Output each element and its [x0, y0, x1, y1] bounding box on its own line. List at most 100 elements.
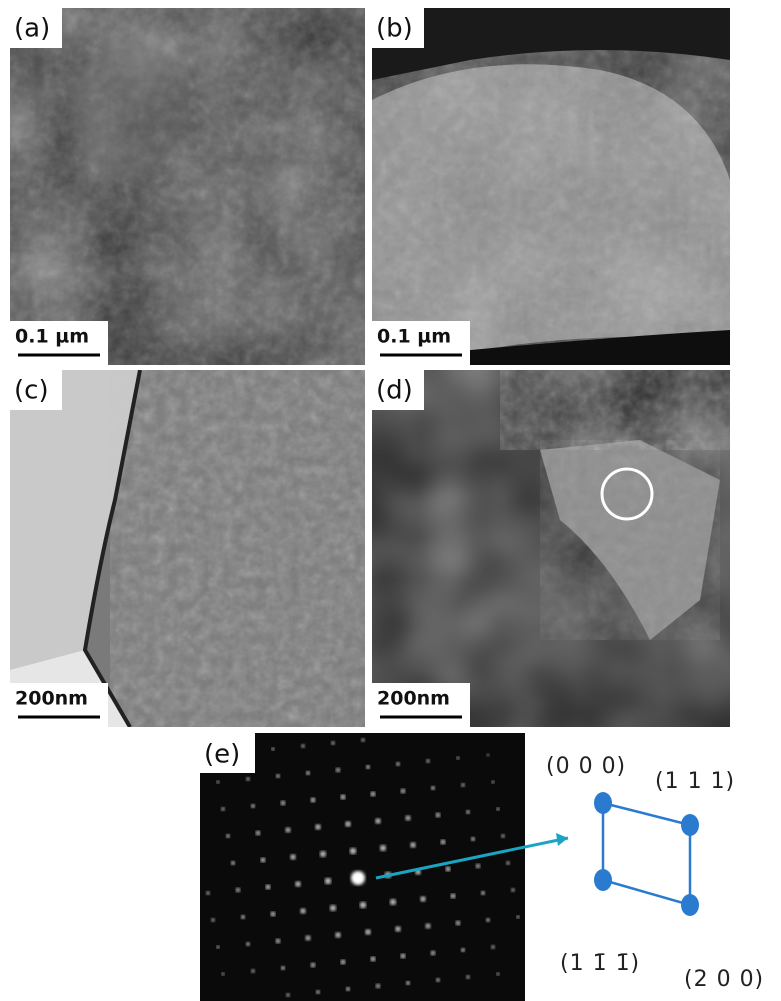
diffraction-spot	[276, 774, 280, 778]
diffraction-spot	[251, 804, 255, 808]
diffraction-spot	[390, 899, 396, 905]
diffraction-spot	[266, 885, 271, 890]
diffraction-spot	[471, 837, 475, 841]
panel-label: (e)	[204, 740, 240, 770]
micrograph-d	[372, 370, 730, 727]
diffraction-spot	[335, 932, 340, 937]
diffraction-spot	[481, 891, 485, 895]
diffraction-spot	[216, 780, 219, 783]
scale-bar-label: 0.1 µm	[377, 326, 451, 348]
diffraction-spot	[325, 878, 331, 884]
diffraction-spot	[261, 858, 266, 863]
diffraction-spot	[276, 939, 280, 943]
diffraction-spot	[425, 923, 430, 928]
diffraction-spot	[401, 954, 406, 959]
diffraction-spot	[491, 945, 495, 949]
diffraction-spot	[315, 824, 320, 829]
diffraction-spot	[231, 861, 235, 865]
figure: (0 0 0) (1 1 1) (1 1̄ 1̄) (2 0 0) (a) 0.1…	[0, 0, 781, 1001]
diffraction-spot	[281, 966, 285, 970]
diffraction-spot	[466, 810, 470, 814]
diffraction-spot	[492, 781, 495, 784]
diffraction-spot	[456, 756, 459, 759]
diffraction-spot	[236, 888, 240, 892]
diffraction-spot	[311, 798, 316, 803]
diffraction-spot	[406, 981, 410, 985]
diffraction-spot	[341, 795, 346, 800]
diffraction-spot	[341, 960, 346, 965]
index-label: (1 1 1)	[655, 769, 735, 794]
diffraction-spot	[361, 738, 364, 741]
diffraction-spot	[431, 786, 435, 790]
diffraction-spot	[396, 762, 400, 766]
panel-label: (b)	[376, 14, 413, 44]
spot	[594, 792, 612, 814]
diffraction-spot	[405, 815, 410, 820]
index-label: (2 0 0)	[684, 967, 764, 992]
diffraction-spot	[295, 881, 301, 887]
diffraction-spot	[501, 834, 504, 837]
diffraction-spot	[311, 963, 315, 967]
diffraction-spot	[506, 861, 510, 865]
micrograph-b	[372, 8, 730, 365]
spot	[681, 814, 699, 836]
diffraction-spot	[256, 831, 260, 835]
diffraction-spot	[316, 990, 320, 994]
diffraction-spot	[281, 801, 285, 805]
diffraction-spot	[221, 807, 225, 811]
diffraction-spot	[466, 975, 470, 979]
diffraction-spot	[486, 918, 490, 922]
diffraction-spot	[431, 951, 435, 955]
diffraction-spot	[271, 747, 274, 750]
diffraction-spot	[426, 759, 430, 763]
scale-bar-label: 200nm	[15, 688, 88, 710]
diffraction-spot	[461, 783, 465, 787]
diffraction-pattern	[200, 733, 525, 1001]
diffraction-spot	[320, 851, 326, 857]
diffraction-spot	[251, 969, 255, 973]
diffraction-spot	[211, 918, 214, 921]
diffraction-spot	[487, 754, 490, 757]
panel-label: (c)	[14, 376, 49, 406]
diffraction-spot	[511, 888, 514, 891]
diffraction-spot	[350, 848, 356, 854]
spot	[594, 869, 612, 891]
diffraction-spot	[246, 777, 250, 781]
spot	[681, 894, 699, 916]
diffraction-spot	[375, 818, 380, 823]
micrograph-a	[10, 8, 365, 365]
diffraction-spot	[436, 978, 440, 982]
diffraction-spot	[380, 845, 386, 851]
diffraction-spot	[371, 957, 376, 962]
unit-cell	[603, 803, 690, 905]
diffraction-spot	[306, 771, 310, 775]
diffraction-spot	[456, 921, 460, 925]
diffraction-spot	[336, 768, 340, 772]
diffraction-spot	[360, 902, 366, 908]
diffraction-spot	[420, 896, 425, 901]
diffraction-spot	[476, 864, 480, 868]
diffraction-spot	[241, 915, 245, 919]
diffraction-spot	[376, 984, 380, 988]
diffraction-spot	[300, 908, 305, 913]
diffraction-spot	[441, 840, 446, 845]
diffraction-spot	[401, 789, 405, 793]
diffraction-spot	[351, 871, 365, 885]
diffraction-spot	[206, 891, 210, 895]
diffraction-spot	[226, 834, 230, 838]
panel-label: (d)	[376, 376, 413, 406]
diffraction-spot	[285, 827, 290, 832]
diffraction-spot	[346, 987, 350, 991]
diffraction-spot	[395, 926, 400, 931]
diffraction-spot	[286, 993, 290, 997]
index-label: (0 0 0)	[546, 754, 626, 779]
diffraction-spot	[301, 744, 304, 747]
diffraction-spot	[366, 765, 370, 769]
diffraction-spot	[222, 973, 225, 976]
diffraction-spot	[436, 813, 440, 817]
micrograph-c	[10, 370, 365, 727]
diffraction-spot	[365, 929, 371, 935]
diffraction-spot	[331, 741, 335, 745]
index-label: (1 1̄ 1̄)	[560, 951, 640, 976]
panel-label: (a)	[14, 14, 50, 44]
